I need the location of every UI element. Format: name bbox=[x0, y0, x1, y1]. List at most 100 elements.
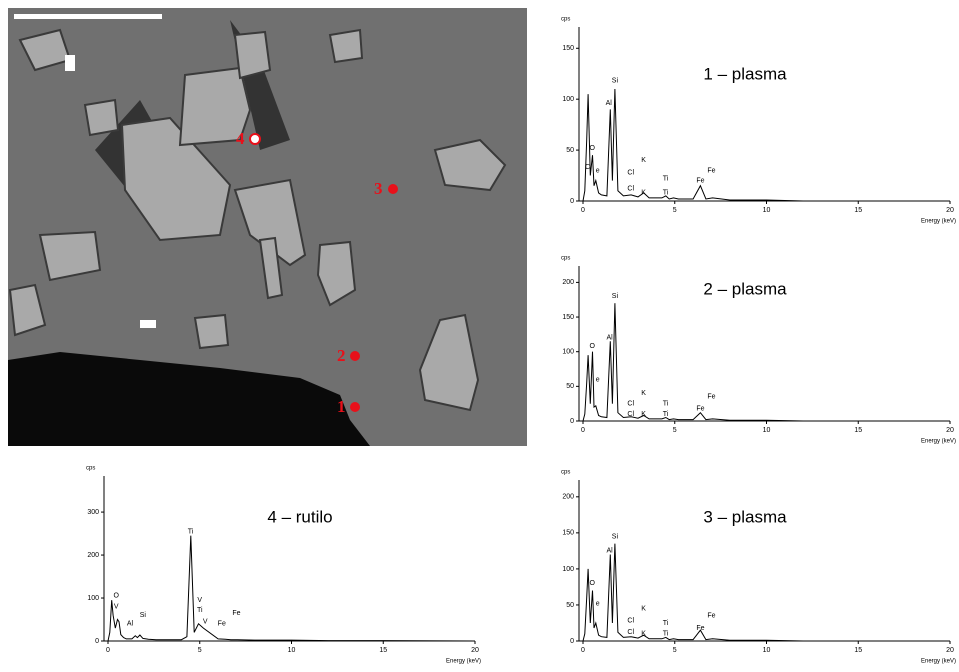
x-tick-label: 0 bbox=[581, 427, 585, 434]
y-tick-label: 200 bbox=[562, 279, 574, 286]
x-tick-label: 5 bbox=[673, 427, 677, 434]
peak-label: e bbox=[596, 600, 600, 607]
x-tick-label: 10 bbox=[763, 647, 771, 654]
peak-label: V bbox=[197, 597, 202, 604]
y-tick-label: 150 bbox=[562, 45, 574, 52]
y-axis-label: cps bbox=[561, 470, 570, 476]
x-axis-label: Energy (keV) bbox=[921, 439, 956, 445]
sem-bright-grain bbox=[65, 55, 75, 71]
y-tick-label: 0 bbox=[570, 638, 574, 645]
peak-label: Cl bbox=[627, 401, 634, 408]
sem-grains bbox=[8, 28, 507, 412]
point-label: 3 bbox=[374, 179, 383, 198]
peak-label: Cl bbox=[627, 186, 634, 193]
peak-label: Si bbox=[612, 78, 619, 85]
x-tick-label: 10 bbox=[288, 647, 296, 654]
spectrum-line bbox=[582, 303, 950, 422]
x-tick-label: 20 bbox=[946, 207, 954, 214]
peak-label: Al bbox=[606, 548, 613, 555]
peak-label: C bbox=[585, 164, 590, 171]
sem-bright-grain bbox=[140, 320, 156, 328]
peak-label: K bbox=[641, 631, 646, 638]
peak-label: Si bbox=[140, 612, 147, 619]
x-tick-label: 15 bbox=[379, 647, 387, 654]
x-tick-label: 0 bbox=[581, 647, 585, 654]
x-tick-label: 20 bbox=[471, 647, 479, 654]
peak-label: K bbox=[641, 411, 646, 418]
peak-label: Al bbox=[606, 100, 613, 107]
peak-label: Cl bbox=[627, 618, 634, 625]
point-marker bbox=[350, 402, 360, 412]
peak-label: e bbox=[596, 167, 600, 174]
peak-label: Ti bbox=[663, 401, 669, 408]
peak-label: Al bbox=[127, 621, 134, 628]
peak-label: e bbox=[596, 376, 600, 383]
y-tick-label: 150 bbox=[562, 530, 574, 537]
peak-label: Fe bbox=[707, 394, 715, 401]
peak-label: K bbox=[641, 190, 646, 197]
peak-label: Fe bbox=[696, 405, 704, 412]
x-tick-label: 5 bbox=[673, 647, 677, 654]
x-tick-label: 15 bbox=[854, 427, 862, 434]
peak-label: Fe bbox=[707, 167, 715, 174]
peak-label: Fe bbox=[707, 613, 715, 620]
x-tick-label: 10 bbox=[763, 427, 771, 434]
peak-label: Si bbox=[612, 293, 619, 300]
point-label: 1 bbox=[337, 397, 346, 416]
y-tick-label: 100 bbox=[87, 595, 99, 602]
peak-label: O bbox=[589, 343, 595, 350]
y-axis-label: cps bbox=[86, 466, 95, 472]
peak-label: K bbox=[641, 605, 646, 612]
peak-label: Ti bbox=[663, 631, 669, 638]
y-tick-label: 100 bbox=[562, 96, 574, 103]
point-label: 2 bbox=[337, 346, 346, 365]
point-marker bbox=[350, 351, 360, 361]
y-tick-label: 100 bbox=[562, 349, 574, 356]
x-tick-label: 15 bbox=[854, 207, 862, 214]
peak-label: K bbox=[641, 390, 646, 397]
x-axis-label: Energy (keV) bbox=[921, 659, 956, 665]
chart-title: 1 – plasma bbox=[703, 64, 787, 83]
peak-label: O bbox=[114, 593, 120, 600]
chart-title: 4 – rutilo bbox=[267, 507, 332, 526]
y-tick-label: 0 bbox=[570, 198, 574, 205]
peak-label: O bbox=[589, 145, 595, 152]
y-tick-label: 0 bbox=[570, 418, 574, 425]
scale-bar bbox=[14, 14, 162, 19]
y-tick-label: 50 bbox=[566, 383, 574, 390]
peak-label: Ti bbox=[188, 528, 194, 535]
chart-title: 2 – plasma bbox=[703, 279, 787, 298]
x-tick-label: 5 bbox=[673, 207, 677, 214]
peak-label: Fe bbox=[218, 621, 226, 628]
peak-label: Ti bbox=[663, 620, 669, 627]
chart-title: 3 – plasma bbox=[703, 507, 787, 526]
peak-label: Fe bbox=[696, 625, 704, 632]
peak-label: Al bbox=[606, 335, 613, 342]
sem-image: 1 2 3 4 bbox=[8, 8, 527, 446]
x-tick-label: 10 bbox=[763, 207, 771, 214]
y-axis-label: cps bbox=[561, 17, 570, 23]
peak-label: V bbox=[203, 619, 208, 626]
x-axis-label: Energy (keV) bbox=[446, 659, 481, 665]
y-tick-label: 150 bbox=[562, 314, 574, 321]
x-tick-label: 20 bbox=[946, 427, 954, 434]
spectrum-line bbox=[582, 543, 950, 642]
peak-label: Ti bbox=[663, 411, 669, 418]
peak-label: K bbox=[641, 157, 646, 164]
y-tick-label: 100 bbox=[562, 566, 574, 573]
x-tick-label: 5 bbox=[198, 647, 202, 654]
peak-label: Fe bbox=[696, 177, 704, 184]
x-tick-label: 0 bbox=[581, 207, 585, 214]
peak-label: Ti bbox=[663, 175, 669, 182]
point-label: 4 bbox=[236, 129, 245, 148]
spectrum-line bbox=[107, 535, 476, 642]
y-tick-label: 200 bbox=[562, 494, 574, 501]
y-tick-label: 300 bbox=[87, 509, 99, 516]
peak-label: Cl bbox=[627, 411, 634, 418]
peak-label: V bbox=[114, 603, 119, 610]
y-tick-label: 50 bbox=[566, 602, 574, 609]
spectrum-line bbox=[582, 88, 950, 202]
peak-label: Cl bbox=[627, 629, 634, 636]
y-axis-label: cps bbox=[561, 256, 570, 262]
